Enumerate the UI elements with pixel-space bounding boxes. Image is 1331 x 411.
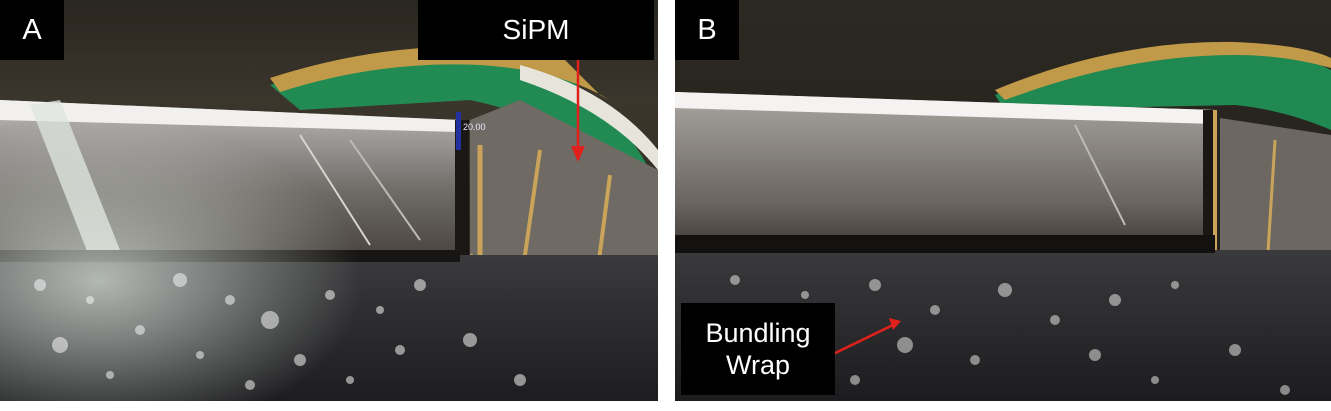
panel-a-letter: A	[0, 0, 64, 60]
bundling-wrap-callout: Bundling Wrap	[681, 303, 835, 395]
panel-b-letter: B	[675, 0, 739, 60]
sipm-callout-label: SiPM	[418, 0, 654, 60]
callout-line-1: Bundling	[705, 317, 811, 348]
panel-b-photo: B Bundling Wrap	[675, 0, 1331, 401]
panel-a-photo: 20.00 A SiPM	[0, 0, 658, 401]
scale-bar-label: 20.00	[463, 122, 486, 132]
panel-a-image	[0, 0, 658, 401]
callout-line-2: Wrap	[725, 350, 791, 380]
